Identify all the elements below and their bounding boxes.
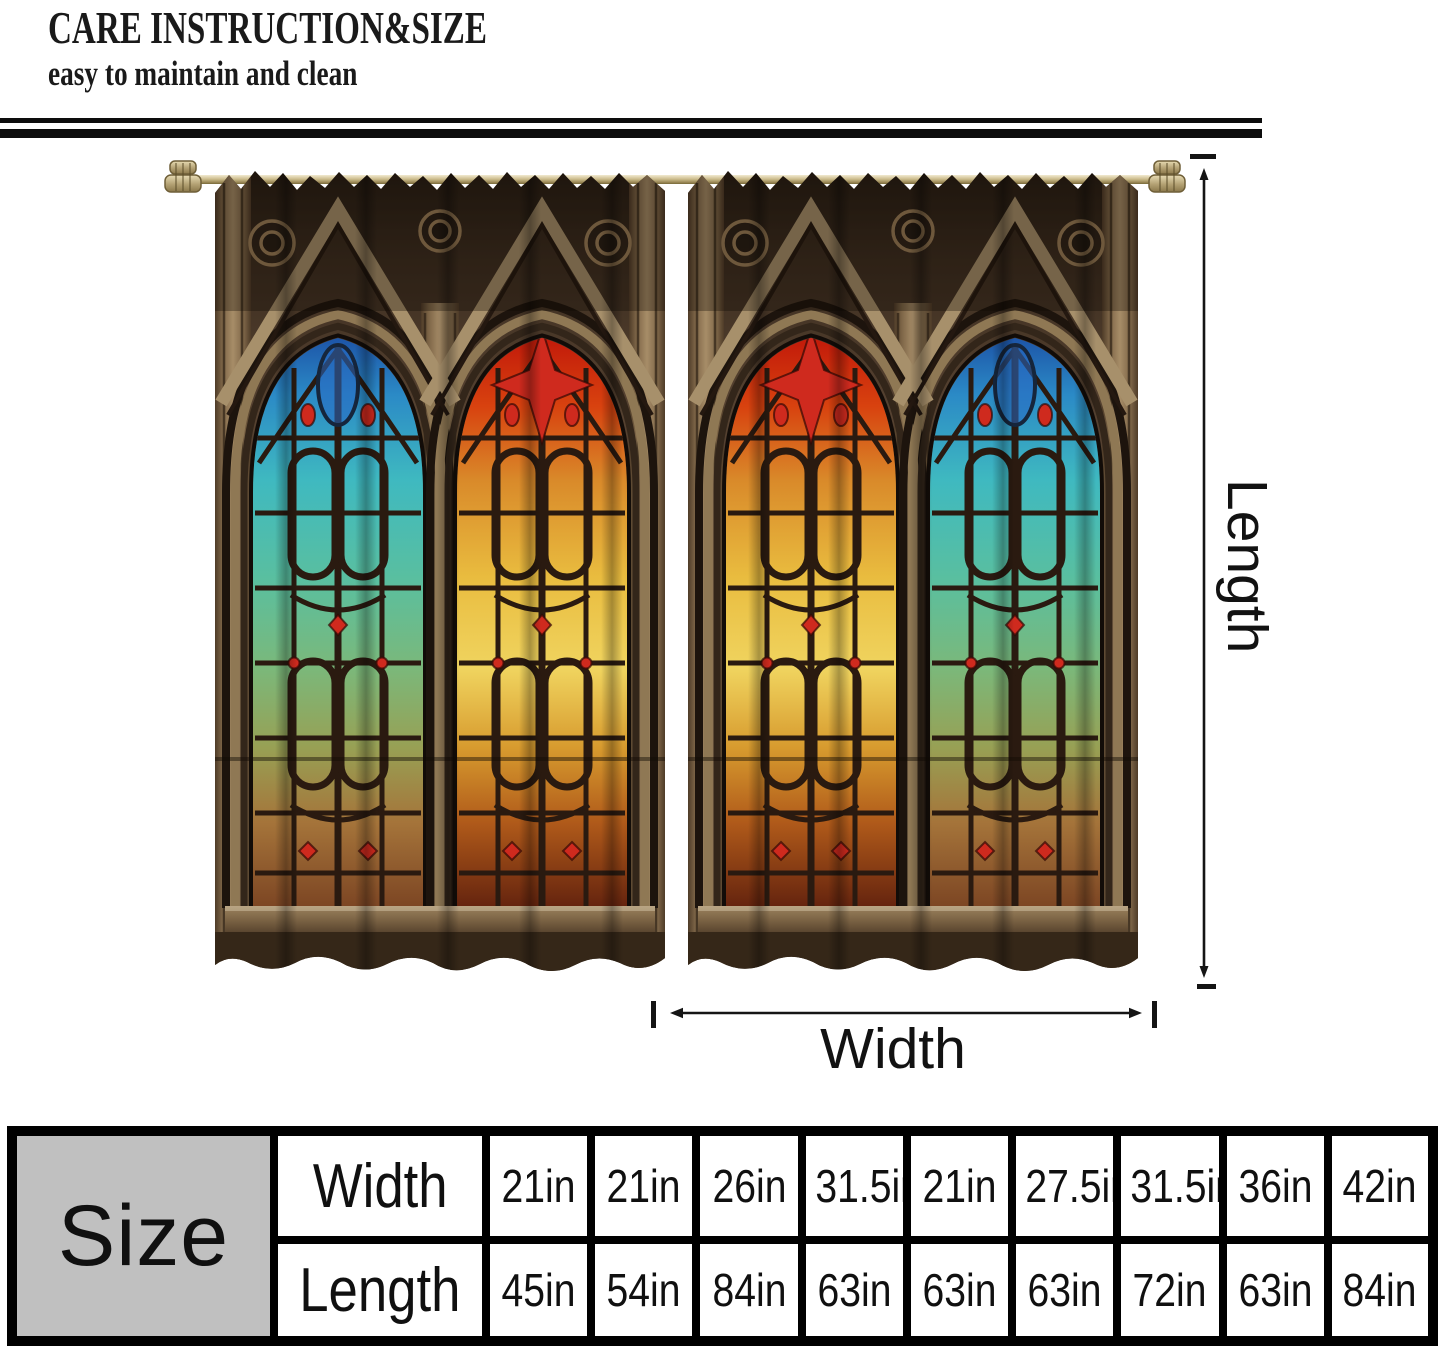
width-value-cell: 21in xyxy=(902,1127,1017,1244)
width-value: 21in xyxy=(606,1160,681,1212)
width-value: 31.5in xyxy=(1130,1160,1216,1212)
length-tick-bottom xyxy=(1197,984,1216,989)
rod-finial-right xyxy=(1148,160,1186,193)
width-value: 42in xyxy=(1342,1160,1417,1212)
length-row-header: Length xyxy=(270,1236,490,1345)
length-value-cell: 72in xyxy=(1113,1236,1227,1345)
size-table-width-row: Size Width 21in 21in 26in 31.5in 21in 27… xyxy=(8,1127,1438,1345)
size-table: Size Width 21in 21in 26in 31.5in 21in 27… xyxy=(7,1126,1438,1346)
width-arrow-icon xyxy=(670,1007,1142,1019)
length-value-cell: 45in xyxy=(481,1236,596,1345)
length-value-cell: 63in xyxy=(797,1236,911,1345)
page-title: CARE INSTRUCTION&SIZE xyxy=(48,2,487,53)
width-tick-right xyxy=(1152,1001,1157,1028)
width-value-cell: 42in xyxy=(1323,1127,1438,1244)
width-value-cell: 31.5in xyxy=(1113,1127,1227,1244)
width-value-cell: 21in xyxy=(587,1127,701,1244)
length-arrow-icon xyxy=(1199,168,1209,978)
length-value-cell: 63in xyxy=(902,1236,1017,1345)
page-subtitle: easy to maintain and clean xyxy=(48,54,358,93)
curtain-panel-right xyxy=(688,171,1138,972)
length-value-cell: 84in xyxy=(1323,1236,1438,1345)
size-corner-cell: Size xyxy=(8,1127,278,1345)
width-row-header-label: Width xyxy=(312,1151,448,1221)
length-value: 84in xyxy=(712,1264,787,1316)
width-value-cell: 26in xyxy=(692,1127,806,1244)
length-label: Length xyxy=(1215,479,1279,654)
curtain-panel-left xyxy=(215,171,665,972)
width-value: 36in xyxy=(1238,1160,1313,1212)
width-label: Width xyxy=(820,1017,966,1081)
length-tick-top xyxy=(1190,154,1216,159)
width-tick-left xyxy=(651,1001,656,1028)
divider-line-thin xyxy=(0,118,1262,123)
length-value: 63in xyxy=(817,1264,892,1316)
width-value: 21in xyxy=(922,1160,997,1212)
length-value-cell: 63in xyxy=(1218,1236,1332,1345)
length-value: 63in xyxy=(1238,1264,1313,1316)
width-value: 31.5in xyxy=(815,1160,900,1212)
width-value: 21in xyxy=(501,1160,576,1212)
width-value-cell: 36in xyxy=(1218,1127,1332,1244)
curtain-rod xyxy=(196,175,1152,184)
length-value-cell: 63in xyxy=(1008,1236,1122,1345)
length-row-header-label: Length xyxy=(299,1255,461,1325)
length-value: 63in xyxy=(1027,1264,1102,1316)
length-value: 54in xyxy=(606,1264,681,1316)
width-value: 27.5in xyxy=(1025,1160,1111,1212)
width-value-cell: 31.5in xyxy=(797,1127,911,1244)
length-value-cell: 54in xyxy=(587,1236,701,1345)
length-value: 45in xyxy=(501,1264,576,1316)
length-value-cell: 84in xyxy=(692,1236,806,1345)
width-row-header: Width xyxy=(270,1127,490,1244)
length-value: 63in xyxy=(922,1264,997,1316)
width-value: 26in xyxy=(712,1160,787,1212)
width-value-cell: 27.5in xyxy=(1008,1127,1122,1244)
length-value: 84in xyxy=(1342,1264,1417,1316)
rod-finial-left xyxy=(164,160,202,193)
size-table-length-row: Length 45in 54in 84in 63in 63in 63in 72i… xyxy=(12,1236,1438,1345)
length-value: 72in xyxy=(1132,1264,1207,1316)
width-value-cell: 21in xyxy=(481,1127,596,1244)
divider-line-thick xyxy=(0,129,1262,138)
